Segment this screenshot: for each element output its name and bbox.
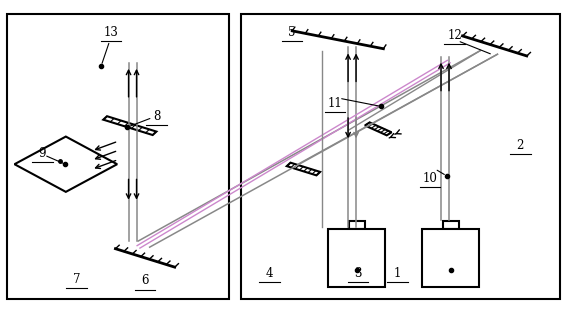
Text: 1: 1 bbox=[394, 267, 401, 280]
Polygon shape bbox=[103, 116, 156, 135]
Bar bbox=[328, 229, 385, 287]
Text: 11: 11 bbox=[328, 97, 342, 110]
Bar bbox=[241, 14, 560, 299]
Text: 10: 10 bbox=[423, 171, 438, 184]
Bar bbox=[348, 221, 364, 229]
Text: 4: 4 bbox=[266, 267, 273, 280]
Text: 3: 3 bbox=[354, 267, 362, 280]
Bar bbox=[443, 221, 459, 229]
Polygon shape bbox=[14, 137, 117, 192]
Polygon shape bbox=[365, 122, 391, 135]
Text: 7: 7 bbox=[73, 273, 80, 286]
Text: 5: 5 bbox=[288, 26, 296, 39]
Text: 2: 2 bbox=[517, 139, 524, 152]
Bar bbox=[7, 14, 229, 299]
Bar bbox=[422, 229, 479, 287]
Text: 6: 6 bbox=[142, 274, 149, 287]
Text: 13: 13 bbox=[104, 26, 118, 39]
Polygon shape bbox=[287, 163, 320, 175]
Text: 8: 8 bbox=[153, 110, 160, 123]
Text: 12: 12 bbox=[448, 29, 462, 42]
Text: 9: 9 bbox=[39, 147, 46, 160]
